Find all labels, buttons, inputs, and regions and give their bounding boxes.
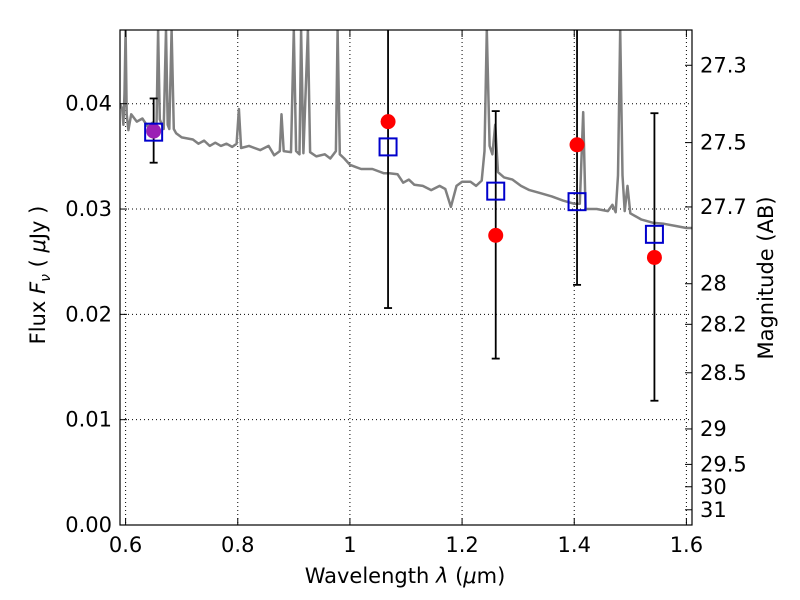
model-spectrum-layer — [120, 30, 692, 230]
plot-frame — [119, 29, 693, 526]
x-tick-label: 1.6 — [670, 533, 703, 557]
magnitude-axis-label: Magnitude (AB) — [754, 196, 778, 359]
model-spectrum-line — [120, 30, 692, 230]
magnitude-tick-label: 29.5 — [700, 452, 747, 476]
observed-point — [646, 249, 662, 265]
magnitude-tick-label: 28.2 — [700, 312, 747, 336]
observed-point — [380, 114, 396, 130]
y-tick-label: 0.00 — [65, 513, 112, 537]
y-tick-label: 0.04 — [65, 92, 112, 116]
grid — [120, 30, 692, 526]
y-tick-label: 0.02 — [65, 302, 112, 326]
x-tick-label: 0.8 — [221, 533, 254, 557]
observed-point — [488, 227, 504, 243]
x-tick-label: 1.2 — [445, 533, 478, 557]
x-tick-label: 0.6 — [109, 533, 142, 557]
magnitude-tick-label: 29 — [700, 417, 727, 441]
magnitude-tick-label: 31 — [700, 498, 727, 522]
magnitude-tick-label: 28.5 — [700, 361, 747, 385]
model-bandpass-layer — [144, 122, 664, 244]
magnitude-tick-label: 28 — [700, 272, 727, 296]
magnitude-tick-label: 30 — [700, 475, 727, 499]
y-axis-ticks: 0.00 0.01 0.02 0.03 0.04 — [65, 92, 127, 537]
magnitude-tick-label: 27.5 — [700, 131, 747, 155]
x-tick-label: 1.4 — [558, 533, 591, 557]
y-axis-label: Flux Fν ( μJy ) — [26, 206, 54, 345]
observed-point — [146, 123, 162, 139]
magnitude-tick-label: 27.3 — [700, 53, 747, 77]
magnitude-tick-label: 27.7 — [700, 195, 747, 219]
x-tick-label: 1 — [343, 533, 356, 557]
observed-point — [569, 137, 585, 153]
model-bandpass-point — [644, 224, 664, 244]
x-axis-ticks: 0.6 0.8 1 1.2 1.4 1.6 — [109, 30, 703, 557]
axes-frame — [119, 29, 693, 526]
model-bandpass-point — [486, 181, 506, 201]
observed-points-layer — [146, 114, 662, 265]
model-bandpass-point — [378, 137, 398, 157]
y-tick-label: 0.03 — [65, 197, 112, 221]
model-bandpass-point — [144, 122, 164, 142]
x-axis-label: Wavelength λ (μm) — [305, 564, 506, 588]
model-bandpass-point — [567, 192, 587, 212]
errorbar-layer — [149, 30, 659, 402]
y-tick-label: 0.01 — [65, 408, 112, 432]
